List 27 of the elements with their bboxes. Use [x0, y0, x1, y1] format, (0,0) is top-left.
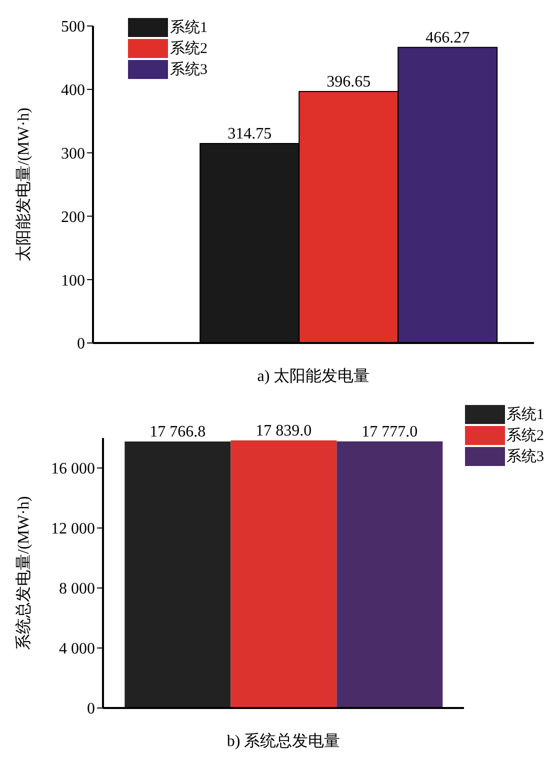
- legend-label: 系统1: [506, 406, 544, 424]
- y-tick-label: 300: [61, 145, 85, 162]
- y-axis-title: 系统总发电量/(MW·h): [14, 496, 33, 650]
- y-tick-label: 0: [77, 336, 85, 353]
- y-tick-label: 16 000: [51, 460, 95, 478]
- data-label: 396.65: [326, 74, 371, 91]
- x-axis-title: a) 太阳能发电量: [257, 367, 370, 385]
- y-tick-label: 400: [61, 82, 85, 100]
- data-label: 466.27: [426, 29, 470, 46]
- y-tick-label: 100: [61, 272, 85, 290]
- legend-label: 系统2: [506, 426, 544, 445]
- data-label: 17 766.8: [150, 424, 206, 440]
- x-axis-title: b) 系统总发电量: [226, 732, 340, 750]
- legend-label: 系统3: [170, 60, 208, 79]
- data-label: 17 777.0: [362, 423, 418, 440]
- legend-label: 系统2: [170, 40, 208, 58]
- y-tick-label: 8 000: [59, 580, 95, 598]
- y-tick-label: 12 000: [51, 520, 95, 538]
- legend-label: 系统1: [170, 18, 208, 37]
- y-axis-title: 太阳能发电量/(MW·h): [14, 108, 33, 262]
- legend-label: 系统3: [506, 448, 544, 466]
- data-label: 314.75: [228, 125, 272, 142]
- y-tick-label: 200: [61, 208, 85, 226]
- y-tick-label: 4 000: [59, 640, 95, 658]
- y-tick-label: 500: [61, 18, 85, 36]
- data-label: 17 839.0: [256, 422, 312, 440]
- y-tick-label: 0: [87, 700, 95, 718]
